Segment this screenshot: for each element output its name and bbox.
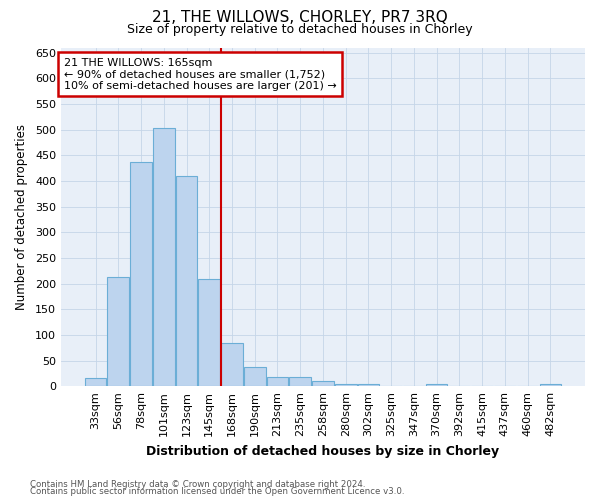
Bar [153,128,175,386]
Bar [221,342,243,386]
Bar [289,378,311,386]
Text: Contains public sector information licensed under the Open Government Licence v3: Contains public sector information licen… [30,487,404,496]
Text: Contains HM Land Registry data © Crown copyright and database right 2024.: Contains HM Land Registry data © Crown c… [30,480,365,489]
X-axis label: Distribution of detached houses by size in Chorley: Distribution of detached houses by size … [146,444,500,458]
Bar [335,384,356,386]
Text: 21 THE WILLOWS: 165sqm
← 90% of detached houses are smaller (1,752)
10% of semi-: 21 THE WILLOWS: 165sqm ← 90% of detached… [64,58,337,91]
Bar [358,384,379,386]
Bar [244,366,266,386]
Bar [107,278,129,386]
Bar [176,176,197,386]
Text: 21, THE WILLOWS, CHORLEY, PR7 3RQ: 21, THE WILLOWS, CHORLEY, PR7 3RQ [152,10,448,25]
Bar [199,280,220,386]
Y-axis label: Number of detached properties: Number of detached properties [15,124,28,310]
Bar [539,384,561,386]
Bar [130,162,152,386]
Bar [85,378,106,386]
Bar [266,378,288,386]
Bar [426,384,448,386]
Bar [312,380,334,386]
Text: Size of property relative to detached houses in Chorley: Size of property relative to detached ho… [127,22,473,36]
